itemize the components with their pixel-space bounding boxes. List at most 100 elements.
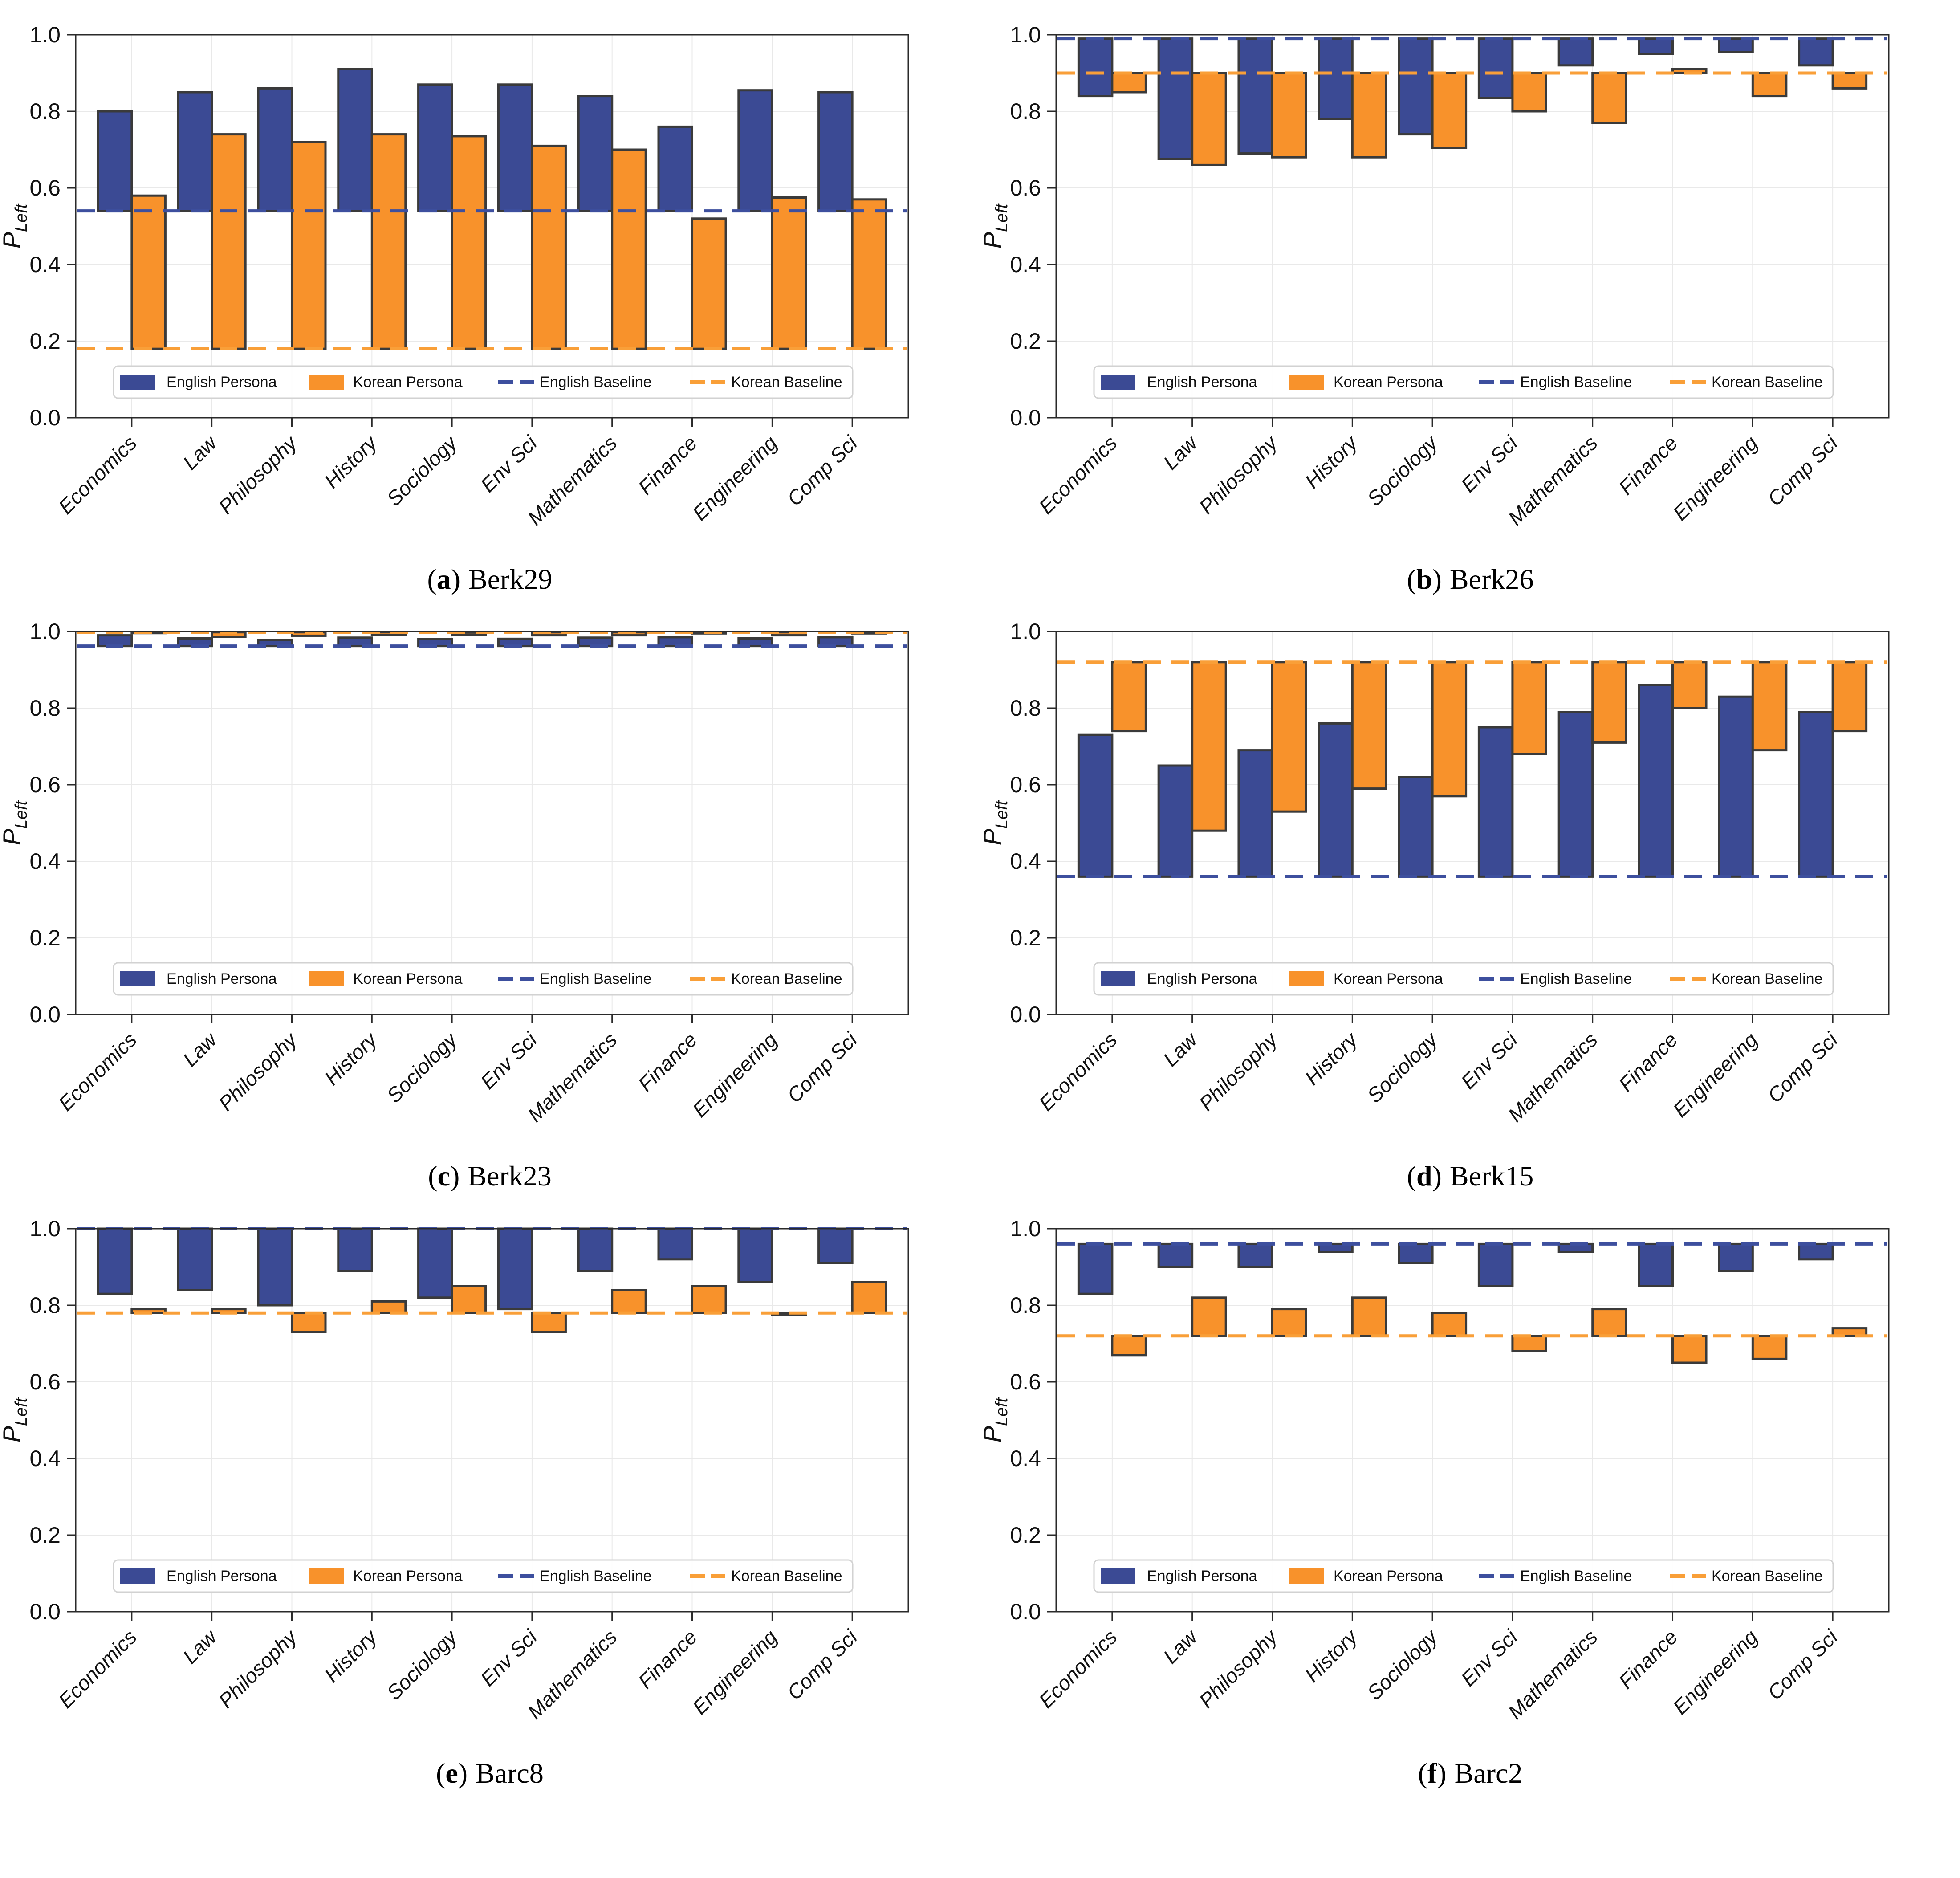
plot-frame — [75, 1228, 909, 1613]
caption-label: Berk23 — [468, 1160, 552, 1192]
x-tick-label: Philosophy — [214, 1027, 302, 1116]
legend-label-korean-persona: Korean Persona — [353, 374, 463, 391]
bar — [577, 95, 614, 212]
y-tick-label: 1.0 — [29, 619, 61, 644]
bar — [417, 83, 453, 212]
bar — [1398, 37, 1434, 136]
bar — [1157, 1242, 1194, 1268]
y-tick-label: 1.0 — [29, 22, 61, 47]
bar — [817, 1227, 854, 1264]
bar — [1477, 726, 1514, 878]
legend-box — [1093, 365, 1834, 399]
bar — [1271, 661, 1307, 813]
bar — [1237, 1242, 1273, 1268]
bar — [1431, 72, 1468, 149]
x-tick-label: Philosophy — [1195, 1027, 1283, 1116]
bar — [531, 144, 567, 350]
bar — [1398, 776, 1434, 878]
bar — [1831, 72, 1868, 90]
x-tick-label: Env Sci — [476, 431, 542, 497]
chart-berk15: 0.0 0.2 0.4 0.6 0.8 1.0 Economics LawPhilosophy… — [980, 619, 1890, 1127]
x-tick-label: Law — [178, 430, 222, 474]
caption-paren-close: ) — [451, 563, 461, 595]
caption-paren-close: ) — [1432, 1160, 1442, 1192]
x-tick-label: Philosophy — [1195, 430, 1283, 518]
bar — [417, 1227, 453, 1299]
y-tick-label: 0.6 — [29, 1369, 61, 1394]
bar — [1477, 37, 1514, 99]
legend-label-english-baseline: English Baseline — [1520, 1568, 1632, 1585]
bar — [1351, 1296, 1387, 1337]
plot-frame — [75, 34, 909, 419]
bar — [1671, 1335, 1708, 1364]
legend-label-korean-persona: Korean Persona — [1334, 374, 1443, 391]
y-tick-label: 0.2 — [29, 1523, 61, 1548]
panel-berk29: 0.0 0.2 0.4 0.6 0.8 1.0 Economics Law Philosophy… — [0, 1, 980, 595]
bar — [97, 634, 133, 648]
y-tick-label: 0.4 — [1010, 1446, 1041, 1471]
legend-label-english-baseline: English Baseline — [1520, 374, 1632, 391]
legend-label-korean-baseline: Korean Baseline — [1712, 374, 1823, 391]
y-axis-label: PLeft — [980, 800, 1011, 846]
bar — [1271, 72, 1307, 159]
caption-paren-open: ( — [1407, 1160, 1416, 1192]
legend: English Persona Korean Persona English Bas… — [1093, 962, 1834, 996]
x-tick-label: Law — [178, 1624, 222, 1668]
caption-paren-open: ( — [428, 1160, 438, 1192]
bar — [1111, 661, 1147, 733]
x-tick-label: Law — [1159, 430, 1202, 474]
panel-caption: (e) Barc8 — [0, 1757, 980, 1789]
caption-paren-open: ( — [1418, 1757, 1427, 1789]
legend-swatch-english-persona — [1101, 971, 1135, 987]
x-tick-label: Engineering — [688, 1625, 782, 1719]
caption-paren-close: ) — [458, 1757, 468, 1789]
bar — [1798, 711, 1834, 878]
legend-swatch-english-persona — [120, 1568, 155, 1584]
bar — [97, 110, 133, 212]
y-tick-label: 0.0 — [29, 1002, 61, 1027]
y-axis: 0.0 0.2 0.4 0.6 0.8 1.0 — [1010, 619, 1056, 1027]
legend-label-english-baseline: English Baseline — [540, 374, 651, 391]
y-axis: 0.0 0.2 0.4 0.6 0.8 1.0 — [1010, 22, 1056, 430]
caption-paren-open: ( — [427, 563, 437, 595]
legend: English Persona Korean Persona English Bas… — [113, 1559, 854, 1593]
legend-label-english-baseline: English Baseline — [540, 1568, 651, 1585]
chart-berk29: 0.0 0.2 0.4 0.6 0.8 1.0 Economics LawPhilosophy… — [0, 22, 909, 530]
x-tick-label: Sociology — [1362, 430, 1443, 510]
y-tick-label: 0.0 — [29, 405, 61, 430]
bar — [451, 1285, 487, 1314]
bar — [691, 1285, 727, 1314]
bar — [1751, 72, 1788, 98]
caption-letter: a — [436, 563, 451, 595]
bar — [1798, 37, 1834, 67]
x-tick-label: Finance — [634, 1625, 701, 1693]
panel-caption: (d) Berk15 — [980, 1161, 1960, 1192]
bar — [1318, 37, 1354, 120]
bar — [1638, 1242, 1674, 1287]
bar — [1077, 37, 1114, 98]
bar — [1591, 1308, 1627, 1337]
legend-box — [113, 962, 854, 996]
x-tick-label: Economics — [54, 1028, 141, 1116]
chart-barc8: 0.0 0.2 0.4 0.6 0.8 1.0 Economics LawPhilosophy… — [0, 1216, 909, 1723]
x-tick-label: Philosophy — [214, 1624, 302, 1712]
x-tick-label: Sociology — [382, 430, 462, 510]
panel-berk15: 0.0 0.2 0.4 0.6 0.8 1.0 Economics Law Philosophy… — [980, 598, 1960, 1192]
y-tick-label: 0.6 — [1010, 1369, 1041, 1394]
y-tick-label: 0.2 — [1010, 925, 1041, 950]
chart-barc2: 0.0 0.2 0.4 0.6 0.8 1.0 Economics LawPhilosophy… — [980, 1216, 1890, 1723]
bar — [497, 83, 533, 212]
bar — [691, 217, 727, 350]
x-tick-label: Philosophy — [214, 430, 302, 518]
y-tick-label: 0.2 — [29, 329, 61, 354]
x-tick-label: Finance — [634, 431, 701, 499]
y-tick-label: 0.8 — [1010, 99, 1041, 124]
bar — [1318, 722, 1354, 878]
bar — [817, 91, 854, 212]
x-tick-label: Env Sci — [476, 1027, 542, 1093]
legend-swatch-english-persona — [1101, 1568, 1135, 1584]
y-tick-label: 0.2 — [29, 925, 61, 950]
bar — [1237, 37, 1273, 155]
bar — [657, 636, 694, 648]
